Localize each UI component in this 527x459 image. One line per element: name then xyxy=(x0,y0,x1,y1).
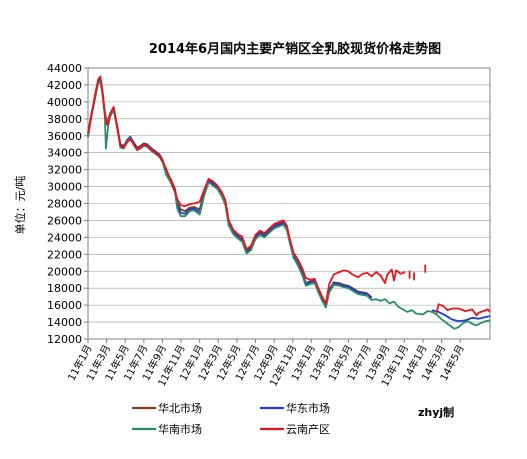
y-tick-label: 34000 xyxy=(47,147,82,160)
y-tick-label: 26000 xyxy=(47,214,82,227)
y-tick-label: 28000 xyxy=(47,198,82,211)
y-tick-label: 24000 xyxy=(47,231,82,244)
y-tick-label: 14000 xyxy=(47,316,82,329)
y-tick-label: 36000 xyxy=(47,130,82,143)
series-line-2 xyxy=(87,78,491,323)
legend-label: 华北市场 xyxy=(158,401,202,415)
y-tick-label: 40000 xyxy=(47,96,82,109)
y-tick-label: 12000 xyxy=(47,333,82,346)
y-axis-label: 单位：元/吨 xyxy=(13,176,27,235)
legend-label: 华南市场 xyxy=(158,422,202,436)
y-tick-labels: 12000 14000 16000 18000 20000 22000 24000 26000… xyxy=(47,62,82,346)
series-line-3 xyxy=(87,79,491,330)
y-tick-label: 32000 xyxy=(47,164,82,177)
y-tick-label: 38000 xyxy=(47,113,82,126)
y-tick-label: 30000 xyxy=(47,181,82,194)
chart-title: 2014年6月国内主要产销区全乳胶现货价格走势图 xyxy=(149,41,441,57)
x-tick-labels: 11年1月11年3月11年5月11年7月11年9月11年11月12年1月12年3… xyxy=(65,342,467,388)
y-tick-label: 42000 xyxy=(47,79,82,92)
y-tick-label: 18000 xyxy=(47,282,82,295)
y-tick-label: 44000 xyxy=(47,62,82,75)
y-tick-label: 22000 xyxy=(47,248,82,261)
grid-lines xyxy=(88,84,490,323)
y-tick-label: 20000 xyxy=(47,265,82,278)
series-line-4 xyxy=(87,75,491,317)
series-lines xyxy=(87,75,491,330)
legend-label: 云南产区 xyxy=(286,422,330,436)
y-tick-label: 16000 xyxy=(47,299,82,312)
author-annotation: zhyj制 xyxy=(418,405,454,419)
axes xyxy=(84,67,491,343)
legend-label: 华东市场 xyxy=(286,401,330,415)
